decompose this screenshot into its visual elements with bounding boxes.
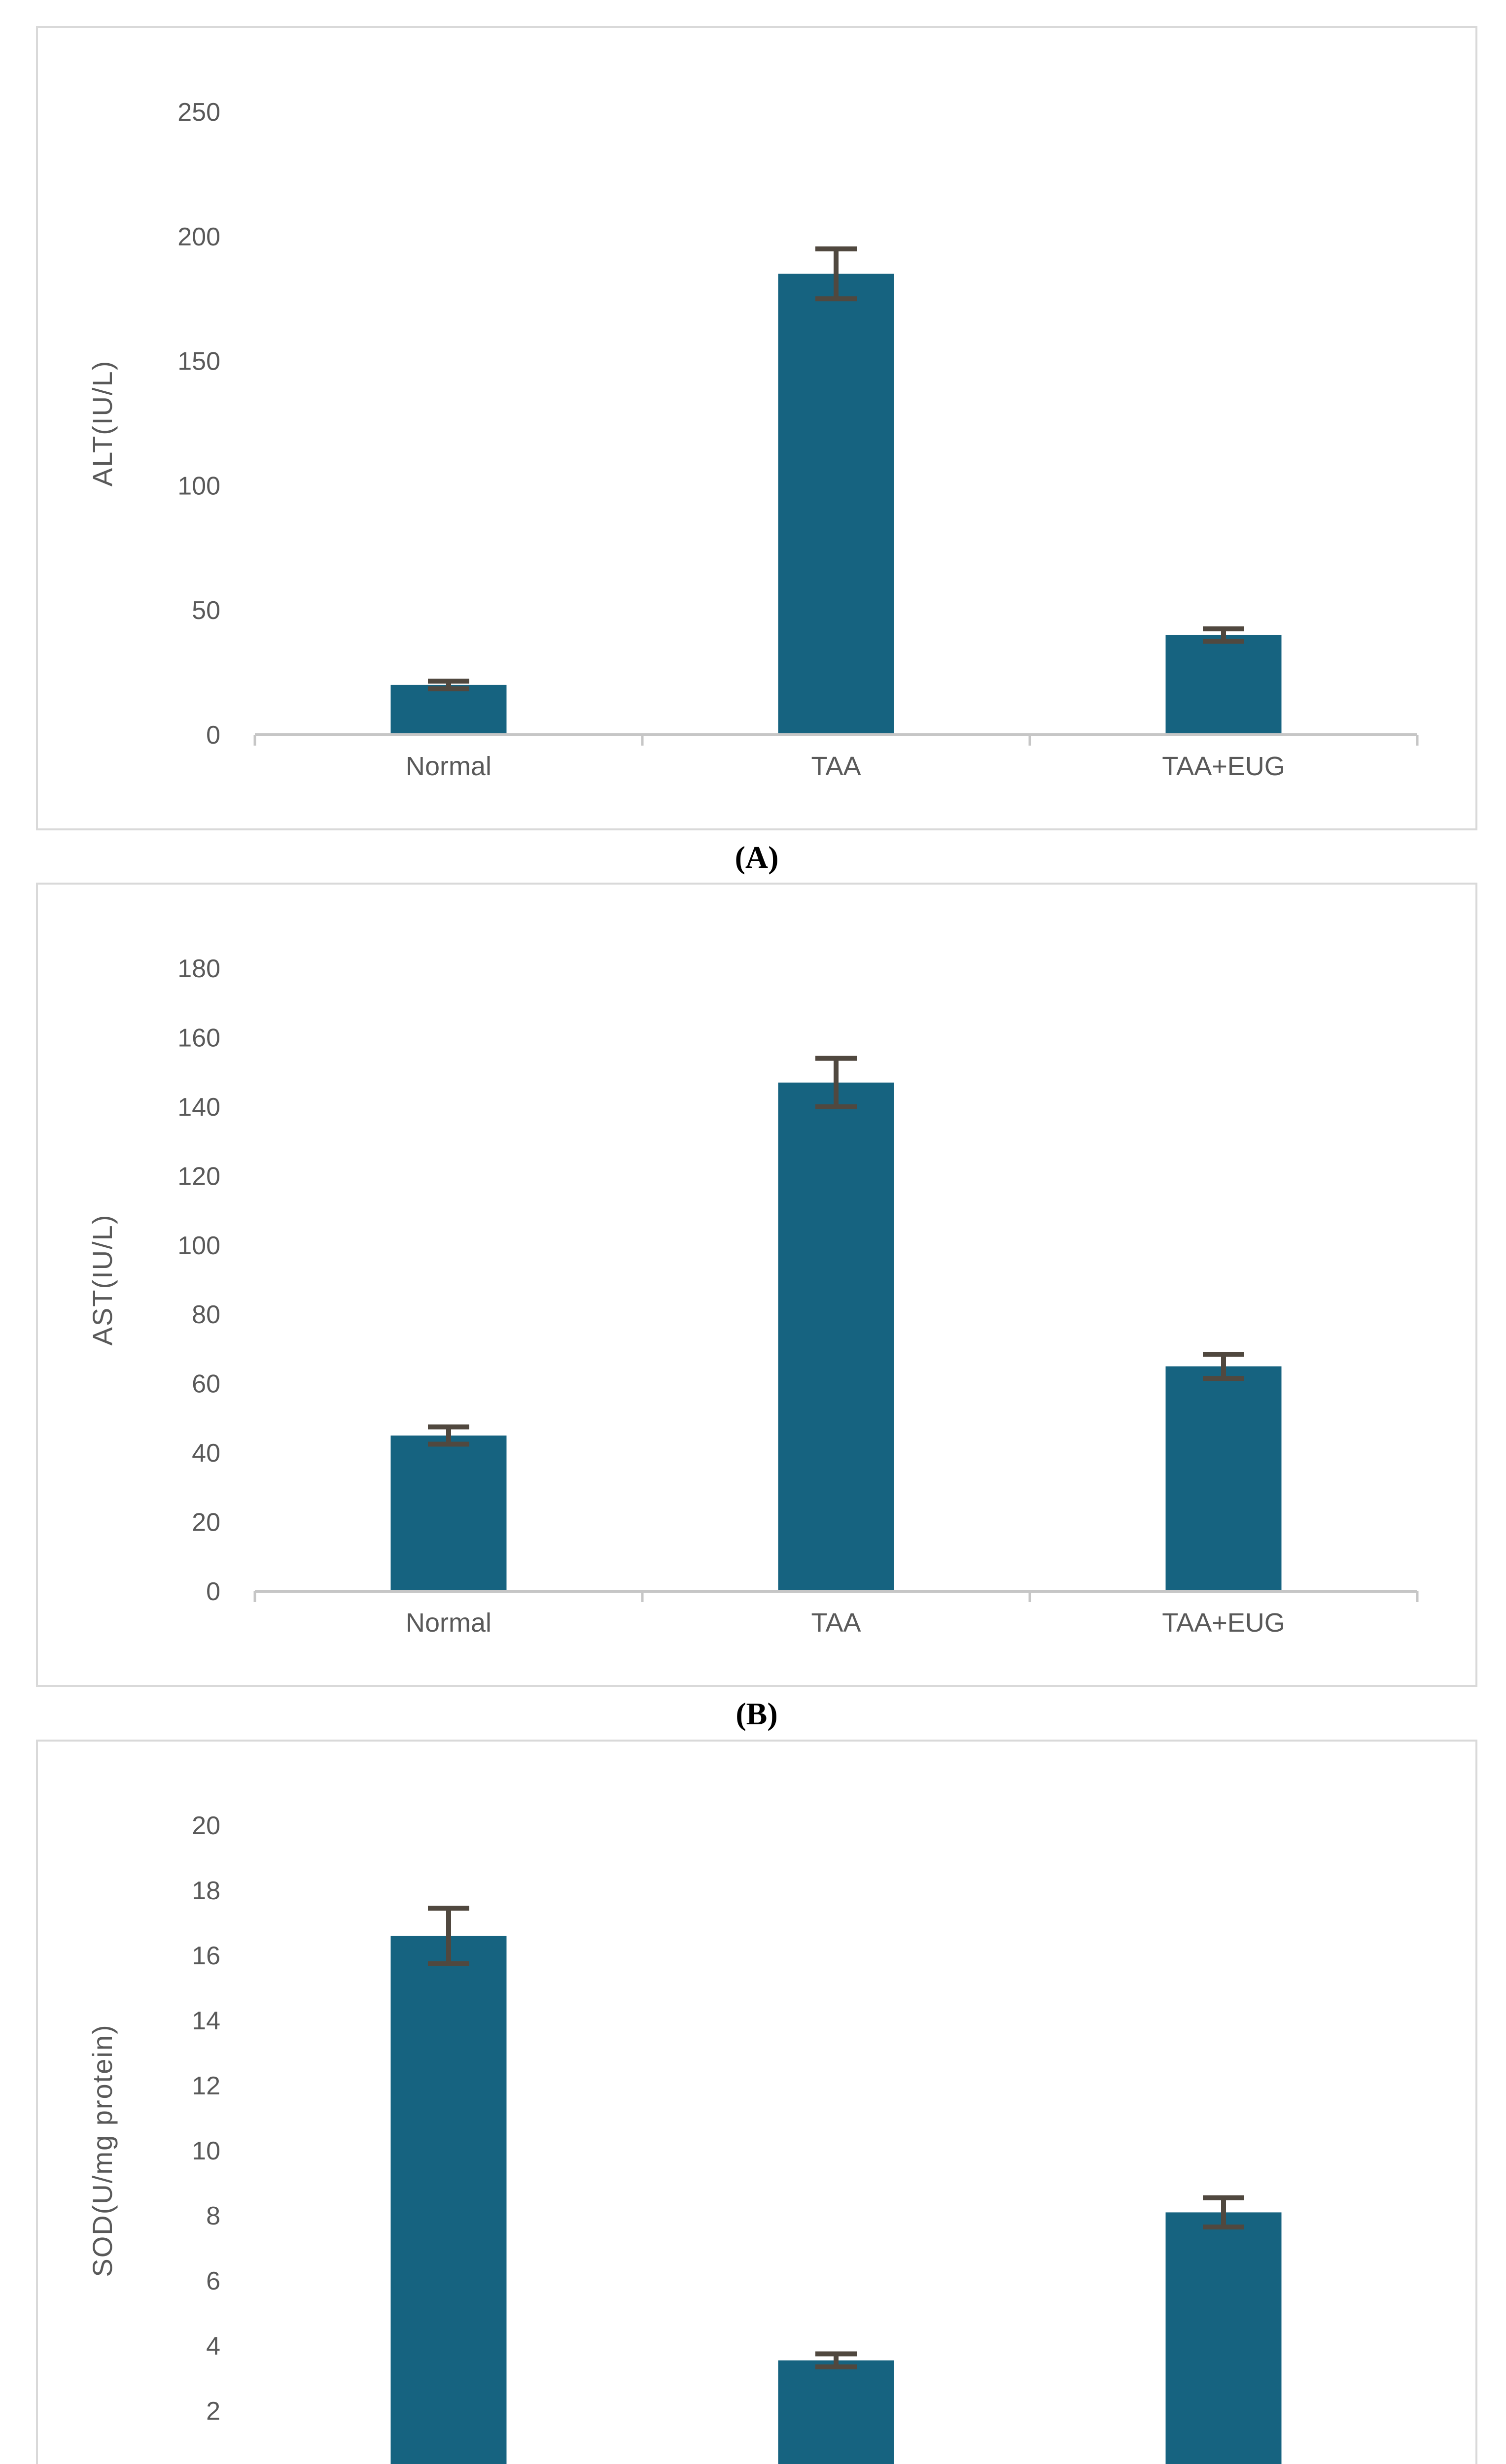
chart-panel-ast: 0 20 40 60 80 100 120 140 160 180 AST(IU/L) Normal T… (36, 883, 1477, 1687)
x-category-label-taa: TAA (811, 1608, 861, 1638)
bar-taa (778, 274, 894, 735)
bar-normal (390, 1436, 507, 1592)
y-tick-label: 20 (192, 1812, 220, 1840)
alt-bar-chart: 0 50 100 150 200 250 ALT(IU/L) Normal TAA TAA+EUG (87, 98, 1419, 781)
y-tick-label: 8 (206, 2202, 220, 2230)
y-tick-label: 140 (177, 1093, 220, 1122)
y-tick-label: 0 (206, 1577, 220, 1606)
bar-normal (390, 1936, 507, 2464)
panel-b-block: 0 20 40 60 80 100 120 140 160 180 AST(IU/L) Normal T… (36, 883, 1477, 1739)
y-tick-label: 150 (177, 347, 220, 376)
y-tick-label: 250 (177, 98, 220, 127)
bar-taa (778, 2360, 894, 2464)
y-tick-label: 0 (206, 2462, 220, 2464)
y-axis-title: ALT(IU/L) (87, 360, 118, 487)
x-category-label-normal: Normal (406, 752, 491, 781)
y-tick-label: 180 (177, 955, 220, 983)
y-tick-label: 200 (177, 223, 220, 251)
y-axis-title: SOD(U/mg protein) (87, 2024, 118, 2277)
y-tick-label: 2 (206, 2397, 220, 2426)
y-tick-label: 50 (192, 596, 220, 625)
y-tick-label: 0 (206, 721, 220, 750)
y-tick-label: 40 (192, 1439, 220, 1468)
caption-b: (B) (735, 1696, 778, 1732)
y-tick-label: 12 (192, 2072, 220, 2100)
chart-panel-alt: 0 50 100 150 200 250 ALT(IU/L) Normal TAA TAA+EUG (36, 26, 1477, 830)
caption-a: (A) (735, 840, 779, 875)
x-category-label-normal: Normal (406, 1608, 491, 1638)
y-tick-label: 60 (192, 1370, 220, 1399)
y-tick-label: 16 (192, 1942, 220, 1970)
y-tick-label: 14 (192, 2007, 220, 2035)
y-tick-label: 160 (177, 1024, 220, 1053)
x-category-label-taa-eug: TAA+EUG (1162, 752, 1285, 781)
panel-c-block: 02468101214161820SOD(U/mg protein)Normal… (36, 1739, 1477, 2464)
y-tick-label: 4 (206, 2332, 220, 2361)
y-tick-label: 80 (192, 1301, 220, 1330)
bar-taa-eug (1165, 2212, 1282, 2464)
y-axis-title: AST(IU/L) (87, 1214, 118, 1346)
x-category-label-taa-eug: TAA+EUG (1162, 1608, 1285, 1638)
y-tick-label: 20 (192, 1508, 220, 1537)
panel-a-block: 0 50 100 150 200 250 ALT(IU/L) Normal TAA TAA+EUG… (36, 26, 1477, 883)
y-tick-label: 6 (206, 2267, 220, 2295)
y-tick-label: 100 (177, 1232, 220, 1260)
bar-normal (390, 684, 507, 735)
y-tick-label: 18 (192, 1877, 220, 1905)
sod-bar-chart: 02468101214161820SOD(U/mg protein)Normal… (87, 1812, 1282, 2464)
y-tick-label: 100 (177, 472, 220, 500)
y-tick-label: 120 (177, 1163, 220, 1191)
bar-taa-eug (1165, 1366, 1282, 1592)
y-tick-label: 10 (192, 2137, 220, 2165)
bar-taa-eug (1165, 635, 1282, 735)
x-category-label-taa: TAA (811, 752, 861, 781)
chart-panel-sod: 02468101214161820SOD(U/mg protein)Normal… (36, 1739, 1477, 2464)
ast-bar-chart: 0 20 40 60 80 100 120 140 160 180 AST(IU/L) Normal T… (87, 955, 1419, 1638)
bar-taa (778, 1083, 894, 1592)
